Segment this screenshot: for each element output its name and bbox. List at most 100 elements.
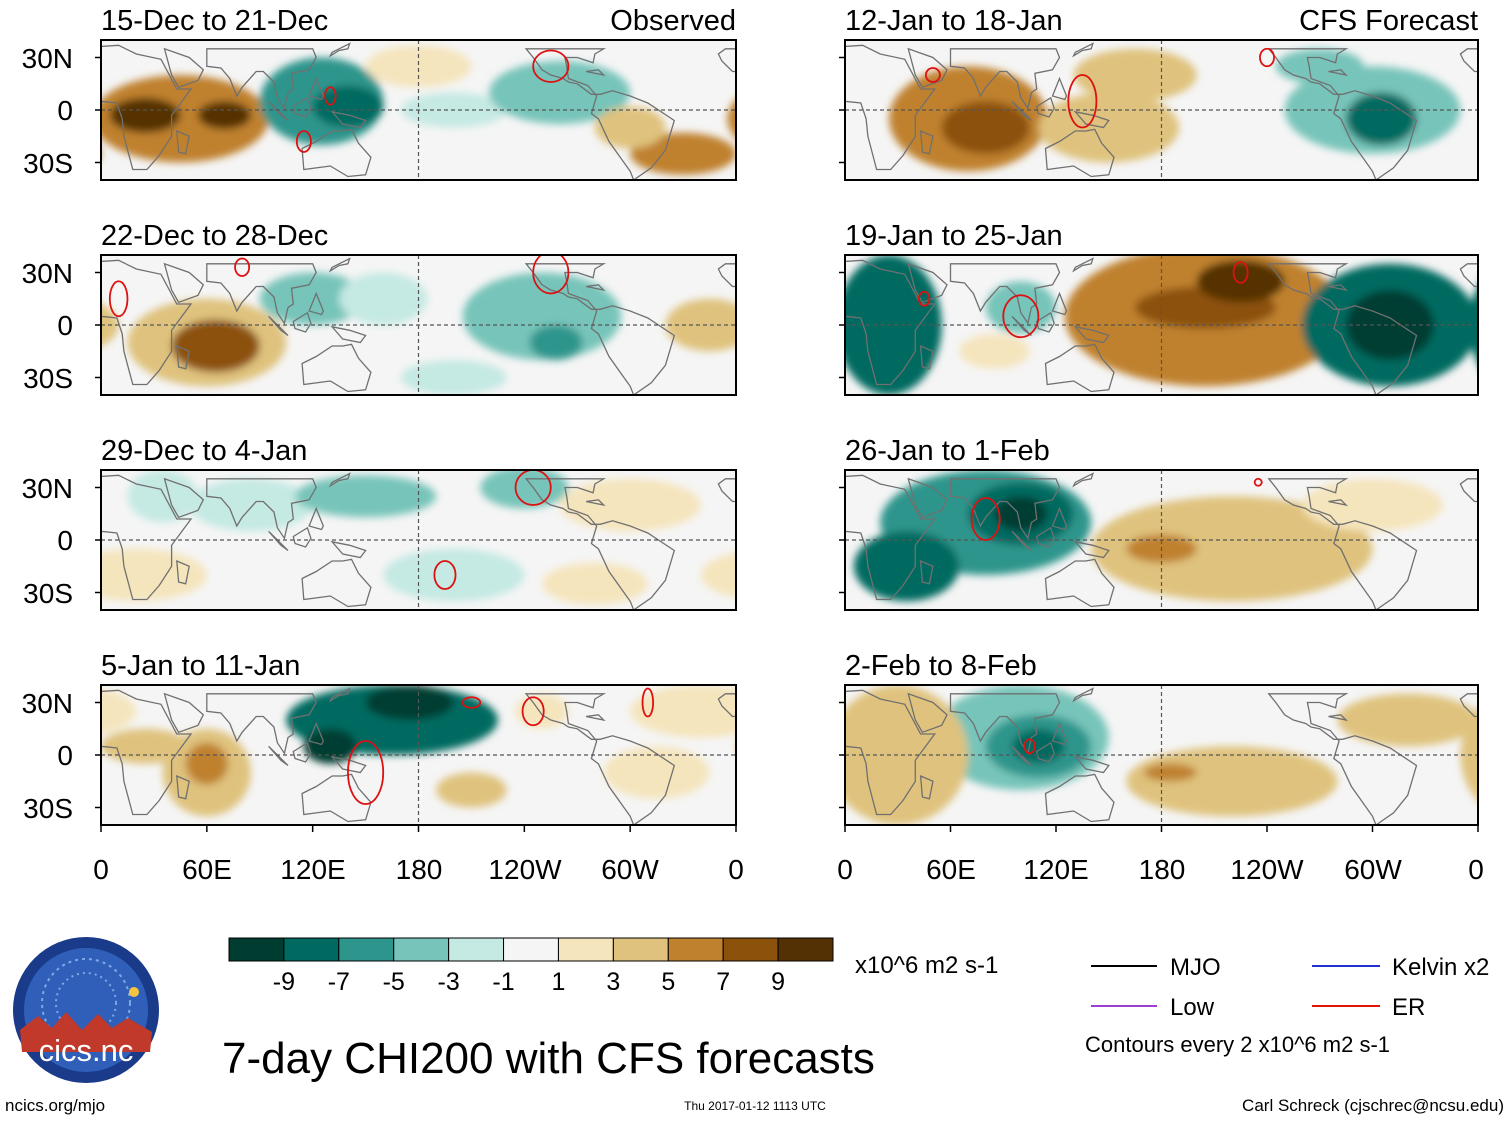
anomaly-blob bbox=[594, 106, 666, 149]
footer-author: Carl Schreck (cjschrec@ncsu.edu) bbox=[1242, 1096, 1504, 1115]
coastline bbox=[919, 129, 934, 155]
footer-url: ncics.org/mjo bbox=[5, 1096, 105, 1115]
contour-note: Contours every 2 x10^6 m2 s-1 bbox=[1085, 1032, 1390, 1057]
panel-title-forecast-1: 12-Jan to 18-Jan bbox=[845, 5, 1063, 37]
coastline bbox=[1073, 755, 1110, 774]
coastline bbox=[268, 530, 289, 552]
coastline bbox=[328, 42, 351, 58]
colorbar-tick-label: -5 bbox=[383, 968, 405, 996]
colorbar-tick-label: -9 bbox=[273, 968, 295, 996]
colorbar-swatch bbox=[777, 937, 834, 962]
coastline bbox=[206, 263, 317, 325]
lat-label-eq: 0 bbox=[57, 525, 73, 556]
coastline bbox=[1072, 687, 1094, 703]
map-panel-forecast-4 bbox=[839, 684, 1479, 832]
coastline bbox=[292, 311, 312, 333]
lat-label-30n: 30N bbox=[22, 258, 73, 289]
coastline bbox=[1073, 325, 1110, 344]
er-contour bbox=[1232, 261, 1249, 284]
map-panel-observed-1 bbox=[0, 39, 737, 181]
anomaly-blob bbox=[845, 255, 942, 395]
coastline bbox=[949, 693, 1061, 755]
coastline bbox=[328, 257, 351, 273]
anomaly-field bbox=[845, 255, 1478, 395]
coastline bbox=[717, 693, 736, 718]
colorbar-tick-label: 1 bbox=[552, 968, 566, 996]
lat-label-30s: 30S bbox=[23, 578, 73, 609]
coastline bbox=[268, 100, 289, 122]
anomaly-blob bbox=[259, 272, 366, 325]
anomaly-blob bbox=[1038, 92, 1180, 163]
er-contour bbox=[234, 257, 251, 277]
coastline bbox=[1267, 263, 1418, 395]
coastline bbox=[330, 755, 367, 774]
lat-label-eq: 0 bbox=[57, 740, 73, 771]
coastline bbox=[1073, 110, 1110, 129]
er-contours bbox=[917, 261, 1249, 339]
coastline bbox=[585, 69, 606, 77]
coastline bbox=[949, 478, 1061, 540]
coastline bbox=[1072, 472, 1094, 488]
er-contour bbox=[108, 280, 129, 318]
coastline bbox=[206, 693, 317, 755]
coastline bbox=[163, 477, 205, 519]
coastline bbox=[101, 689, 193, 816]
anomaly-blob bbox=[312, 85, 384, 128]
anomaly-blob bbox=[295, 475, 437, 518]
anomaly-blob bbox=[0, 107, 30, 149]
er-contour bbox=[1259, 47, 1275, 68]
anomaly-blob bbox=[127, 470, 199, 523]
anomaly-blob bbox=[189, 478, 313, 532]
anomaly-blob bbox=[541, 562, 648, 605]
anomaly-blob bbox=[727, 99, 736, 138]
anomaly-blob bbox=[1302, 478, 1443, 532]
coastlines bbox=[845, 472, 1478, 610]
anomaly-blob bbox=[630, 132, 736, 175]
er-contour bbox=[347, 740, 385, 805]
coastline bbox=[949, 263, 1061, 325]
anomaly-blob bbox=[959, 333, 1030, 369]
coastline bbox=[1035, 96, 1055, 118]
colorbar-tick-label: -3 bbox=[438, 968, 460, 996]
lon-label-120e: 120E bbox=[280, 854, 345, 885]
coastline bbox=[1044, 343, 1115, 393]
er-contour bbox=[461, 696, 482, 709]
coastline bbox=[845, 474, 936, 601]
coastline bbox=[1011, 100, 1032, 122]
coastline bbox=[330, 110, 367, 129]
er-contour bbox=[433, 560, 457, 590]
anomaly-blob bbox=[101, 75, 269, 163]
coastline bbox=[1267, 693, 1418, 825]
forecast-tag: CFS Forecast bbox=[1299, 5, 1478, 37]
coastline bbox=[328, 687, 351, 703]
coastline bbox=[1267, 478, 1418, 610]
map-panel-forecast-2 bbox=[839, 254, 1479, 396]
coastline bbox=[101, 474, 193, 601]
coastline bbox=[1044, 773, 1115, 823]
anomaly-blob bbox=[515, 693, 569, 729]
anomaly-blob bbox=[365, 685, 454, 720]
anomaly-blob bbox=[630, 685, 736, 738]
colorbar-units: x10^6 m2 s-1 bbox=[855, 952, 998, 979]
coastline bbox=[585, 499, 606, 507]
anomaly-field bbox=[0, 470, 736, 605]
logo-text: cics.nc bbox=[39, 1033, 134, 1068]
coastlines bbox=[101, 472, 736, 610]
lon-label-0-end: 0 bbox=[1468, 854, 1484, 885]
er-contour bbox=[295, 130, 312, 153]
colorbar-tick-label: 3 bbox=[606, 968, 620, 996]
coastline bbox=[1267, 48, 1418, 180]
coastline bbox=[163, 262, 205, 304]
anomaly-blob bbox=[0, 563, 13, 605]
colorbar-tick-label: 5 bbox=[661, 968, 675, 996]
coastline bbox=[101, 259, 193, 386]
map-panel-observed-2 bbox=[95, 254, 737, 396]
panel-title-forecast-4: 2-Feb to 8-Feb bbox=[845, 650, 1037, 682]
logo-sun-icon bbox=[129, 987, 139, 997]
map-panel-observed-3 bbox=[0, 469, 737, 611]
er-contour bbox=[924, 67, 941, 83]
coastline bbox=[1328, 714, 1349, 722]
coastline bbox=[330, 325, 367, 344]
coastline bbox=[1051, 506, 1068, 531]
